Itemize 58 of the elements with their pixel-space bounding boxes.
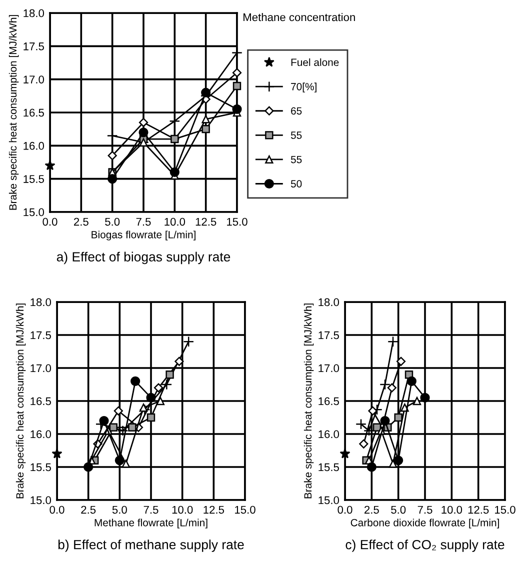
y-tick-label: 18.0 <box>30 298 52 306</box>
x-tick-label: 7.5 <box>136 218 151 226</box>
y-tick-label: 16.0 <box>30 430 52 438</box>
y-tick-label: 17.0 <box>24 76 44 84</box>
x-tick-label: 5.0 <box>112 506 127 514</box>
x-tick-label: 15.0 <box>227 218 248 226</box>
x-tick-label: 12.5 <box>468 506 489 514</box>
y-tick-label: 16.5 <box>24 108 44 117</box>
legend-label: 50 <box>290 180 302 188</box>
y-tick-label: 17.5 <box>30 331 51 340</box>
x-tick-label: 2.5 <box>81 506 96 514</box>
x-tick-label: 2.5 <box>364 506 379 514</box>
legend-label: 55 <box>290 156 302 164</box>
y-tick-label: 15.0 <box>24 208 44 216</box>
legend-label: 70[%] <box>291 82 316 92</box>
y-tick-label: 15.5 <box>30 463 51 472</box>
x-axis-title: Biogas flowrate [L/min] <box>92 230 196 240</box>
x-tick-label: 15.0 <box>235 506 256 514</box>
y-axis-title: Brake specific heat consumption [MJ/kWh] <box>8 15 19 210</box>
text: b) Effect of methane supply rate <box>58 540 244 552</box>
legend-title: Methane concentration <box>244 13 355 22</box>
y-tick-label: 15.5 <box>24 175 44 183</box>
x-tick-label: 7.5 <box>144 506 158 514</box>
y-tick-label: 17.5 <box>24 42 44 50</box>
x-tick-label: 0.0 <box>50 506 64 514</box>
x-axis-title: Carbone dioxide flowrate [L/min] <box>350 518 499 528</box>
x-tick-label: 12.5 <box>196 218 216 226</box>
x-tick-label: 2.5 <box>74 218 88 226</box>
y-tick-label: 17.0 <box>30 364 52 372</box>
y-tick-label: 17.5 <box>318 331 339 340</box>
x-tick-label: 10.0 <box>164 218 186 226</box>
x-tick-label: 10.0 <box>172 506 193 514</box>
x-tick-label: 5.0 <box>105 218 120 226</box>
text: a) Effect of biogas supply rate <box>56 252 230 264</box>
y-tick-label: 16.0 <box>318 430 340 438</box>
x-tick-label: 7.5 <box>418 506 432 514</box>
y-tick-label: 16.5 <box>318 397 339 406</box>
y-tick-label: 17.0 <box>318 364 340 372</box>
x-axis-title: Methane flowrate [L/min] <box>94 518 208 528</box>
x-tick-label: 5.0 <box>391 506 406 514</box>
x-tick-label: 15.0 <box>495 506 516 514</box>
y-tick-label: 15.0 <box>318 496 340 504</box>
legend-label: 55 <box>290 132 302 139</box>
text: c) Effect of CO₂ supply rate <box>346 540 504 552</box>
y-axis-title: Brake specific heat consumption [MJ/kWh] <box>16 304 26 498</box>
x-tick-label: 0.0 <box>338 506 352 514</box>
y-tick-label: 15.0 <box>30 496 52 504</box>
y-tick-label: 18.0 <box>318 298 340 306</box>
legend-label: Fuel alone <box>291 58 339 66</box>
y-tick-label: 16.0 <box>24 142 44 150</box>
y-axis-title: Brake specific heat consumption [MJ/kWh] <box>304 304 314 498</box>
x-tick-label: 0.0 <box>42 218 58 226</box>
x-tick-label: 12.5 <box>204 506 224 514</box>
y-tick-label: 16.5 <box>30 397 51 406</box>
legend-label: 65 <box>291 107 302 115</box>
y-tick-label: 15.5 <box>318 463 339 472</box>
x-tick-label: 10.0 <box>442 506 462 514</box>
y-tick-label: 18.0 <box>24 9 44 18</box>
